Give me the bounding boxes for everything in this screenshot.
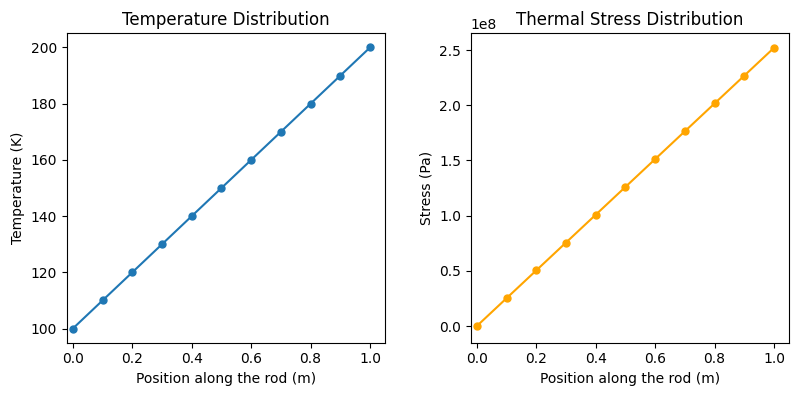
X-axis label: Position along the rod (m): Position along the rod (m) <box>136 372 316 386</box>
Title: Thermal Stress Distribution: Thermal Stress Distribution <box>516 11 743 29</box>
Y-axis label: Stress (Pa): Stress (Pa) <box>420 151 434 225</box>
Y-axis label: Temperature (K): Temperature (K) <box>11 132 25 244</box>
Title: Temperature Distribution: Temperature Distribution <box>122 11 330 29</box>
X-axis label: Position along the rod (m): Position along the rod (m) <box>540 372 720 386</box>
